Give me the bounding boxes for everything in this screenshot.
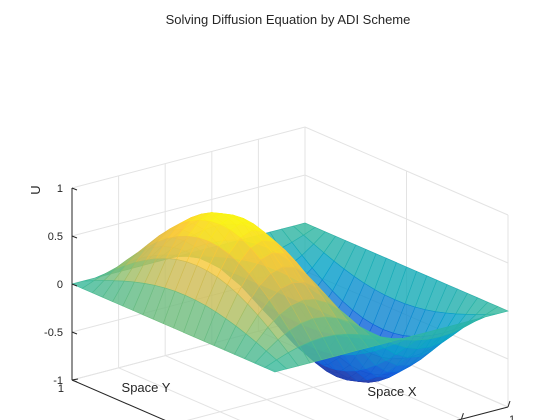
x-axis-label: Space X bbox=[367, 384, 416, 399]
z-axis-label: U bbox=[28, 185, 43, 194]
x-tick-label: 1 bbox=[509, 414, 515, 420]
surface-layer bbox=[71, 212, 509, 383]
y-tick-mark bbox=[71, 378, 79, 381]
z-tick-mark bbox=[71, 379, 78, 383]
z-tick-label: -1 bbox=[53, 375, 63, 387]
x-tick-mark bbox=[507, 400, 511, 408]
y-tick-label: 1 bbox=[58, 383, 64, 395]
x-axis-line bbox=[456, 406, 509, 420]
y-axis-line bbox=[71, 379, 166, 420]
z-tick-mark bbox=[71, 187, 78, 191]
z-tick-label: 0.5 bbox=[48, 231, 63, 243]
z-tick-label: -0.5 bbox=[44, 327, 63, 339]
z-tick-mark bbox=[71, 235, 78, 239]
y-axis-label: Space Y bbox=[122, 380, 171, 395]
gridline-z bbox=[71, 174, 509, 264]
chart-title: Solving Diffusion Equation by ADI Scheme bbox=[166, 12, 411, 27]
x-tick-mark bbox=[460, 413, 464, 420]
z-tick-label: 1 bbox=[57, 183, 63, 195]
tick-layer: 00.20.40.60.8100.51-1-0.500.51 bbox=[44, 183, 515, 420]
surface-cell bbox=[264, 359, 288, 373]
z-tick-mark bbox=[71, 331, 78, 335]
z-tick-label: 0 bbox=[57, 279, 63, 291]
gridline-z bbox=[71, 126, 509, 216]
z-tick-mark bbox=[71, 283, 78, 287]
